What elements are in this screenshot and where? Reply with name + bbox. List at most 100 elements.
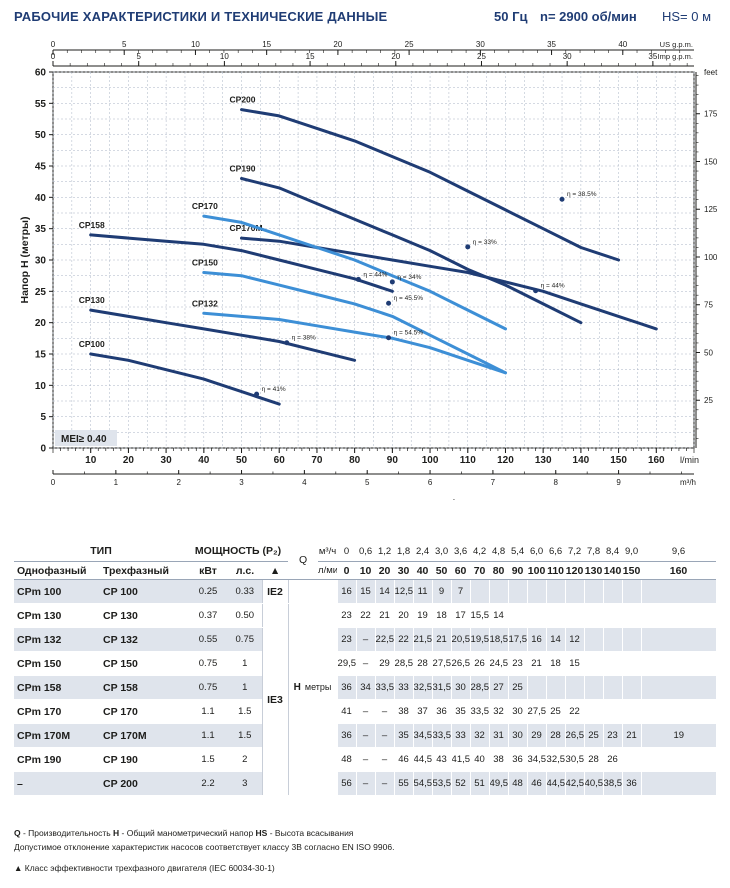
head-value: 40,5 (583, 771, 604, 796)
q-m3h-value: 4,8 (489, 541, 509, 562)
head-value: 22 (355, 603, 376, 628)
head-value: 23 (336, 603, 357, 628)
head-value (564, 675, 585, 700)
head-value: 20 (393, 603, 414, 628)
head-value: 36 (336, 723, 357, 748)
feet-tick-label: 75 (704, 301, 713, 310)
head-value: 26,5 (450, 651, 471, 676)
power-hp: 1 (228, 651, 263, 676)
us-gpm-tick-label: 30 (476, 40, 485, 49)
head-value: 48 (507, 771, 528, 796)
head-value: – (355, 747, 376, 772)
head-value: 42,5 (564, 771, 585, 796)
x-tick-label: 50 (236, 455, 248, 466)
power-kw: 0.25 (188, 579, 229, 604)
head-value: 48 (336, 747, 357, 772)
header-q-symbol: Q (288, 541, 319, 580)
head-value: 18,5 (488, 627, 509, 652)
x-axis-title: Производительность Q (327, 498, 450, 500)
power-hp: 0.33 (228, 579, 263, 604)
header-power: МОЩНОСТЬ (P₂) (188, 541, 289, 562)
us-gpm-tick-label: 15 (262, 40, 271, 49)
head-value (545, 579, 566, 604)
efficiency-label: η = 44% (541, 283, 565, 290)
head-value: 35 (393, 723, 414, 748)
efficiency-point (254, 391, 260, 397)
single-phase-model: CPm 190 (14, 747, 100, 772)
head-value (545, 603, 566, 628)
head-value: 19,5 (469, 627, 490, 652)
head-value (564, 603, 585, 628)
head-value (602, 579, 623, 604)
head-value: – (374, 747, 395, 772)
x-tick-label: 150 (610, 455, 627, 466)
power-kw: 1.1 (188, 723, 229, 748)
head-value (507, 579, 528, 604)
efficiency-point (389, 279, 395, 285)
head-value: 49,5 (488, 771, 509, 796)
q-m3h-value: 3,6 (451, 541, 471, 562)
suction-label: HS= 0 м (662, 9, 712, 24)
m3h-tick-label: 8 (554, 478, 559, 487)
us-gpm-tick-label: 5 (122, 40, 127, 49)
header-single-phase: Однофазный (14, 561, 100, 580)
series-line-cp170 (202, 214, 507, 331)
head-value: 26 (602, 747, 623, 772)
series-label: CP200 (230, 95, 256, 105)
ie2-class: IE2 (261, 579, 289, 604)
head-value (640, 627, 716, 652)
q-m3h-value: 9,6 (641, 541, 716, 562)
x-tick-label: 140 (573, 455, 590, 466)
m3h-tick-label: 2 (176, 478, 181, 487)
efficiency-point (559, 196, 565, 202)
head-value (583, 651, 604, 676)
efficiency-label: η = 33% (473, 239, 497, 246)
head-value: 38 (488, 747, 509, 772)
head-value: 22 (393, 627, 414, 652)
head-value: 29 (526, 723, 547, 748)
head-value: 46 (526, 771, 547, 796)
single-phase-model: CPm 100 (14, 579, 100, 604)
q-m3h-value: 0 (337, 541, 357, 562)
power-hp: 2 (228, 747, 263, 772)
y-tick-label: 5 (40, 412, 46, 423)
head-value: 54,5 (412, 771, 433, 796)
head-value: 15 (355, 579, 376, 604)
single-phase-model: CPm 150 (14, 651, 100, 676)
y-tick-label: 25 (35, 287, 47, 298)
efficiency-label: η = 34% (397, 274, 421, 281)
q-lmin-value: 110 (546, 561, 566, 580)
head-value: 28 (545, 723, 566, 748)
power-kw: 0.37 (188, 603, 229, 628)
efficiency-label: η = 41% (262, 386, 286, 393)
y-tick-label: 0 (40, 444, 46, 455)
head-value (640, 699, 716, 724)
series-label: CP132 (192, 298, 218, 308)
m3h-tick-label: 7 (491, 478, 496, 487)
q-lmin-value: 10 (356, 561, 376, 580)
x-tick-label: 70 (311, 455, 323, 466)
head-value: 33,5 (431, 723, 452, 748)
mei-box (55, 430, 117, 446)
m3h-tick-label: 4 (302, 478, 307, 487)
feet-unit-label: feet (704, 68, 718, 77)
single-phase-model: CPm 130 (14, 603, 100, 628)
table-row: CPm 130 CP 130 0.37 0.50 IE3 23 22 21 20 19 18 17 15… (14, 603, 716, 796)
head-value: – (355, 771, 376, 796)
header-hp: л.с. (228, 561, 263, 580)
y-tick-label: 15 (35, 350, 47, 361)
head-value: 11 (412, 579, 433, 604)
q-m3h-value: 9,0 (622, 541, 642, 562)
head-value (621, 675, 642, 700)
head-value: 17 (450, 603, 471, 628)
y-tick-label: 45 (35, 162, 47, 173)
x-axis-arrow-icon (453, 499, 455, 500)
x-tick-label: 130 (535, 455, 552, 466)
q-lmin-value: 150 (622, 561, 642, 580)
head-value: 20,5 (450, 627, 471, 652)
head-value (602, 627, 623, 652)
series-line-cp190 (240, 177, 583, 325)
series-label: CP158 (79, 220, 105, 230)
